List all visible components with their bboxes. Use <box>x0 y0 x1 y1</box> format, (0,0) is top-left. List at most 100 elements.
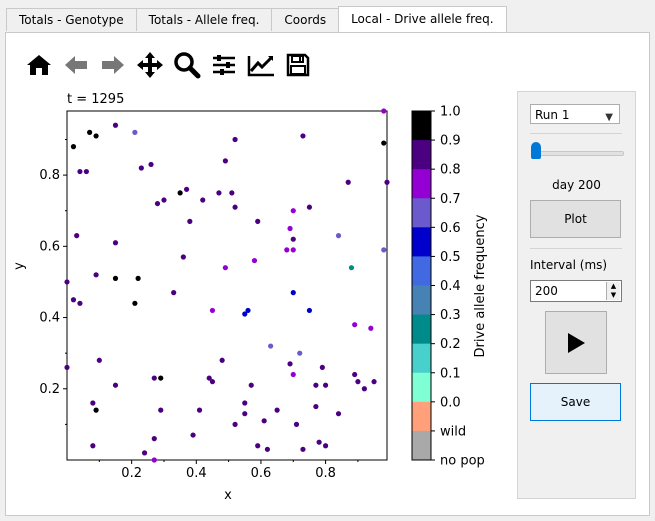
spin-down-icon[interactable]: ▼ <box>606 291 620 300</box>
data-point <box>284 247 290 253</box>
divider <box>530 248 622 249</box>
tab-coords[interactable]: Coords <box>271 8 340 31</box>
data-point <box>242 400 248 406</box>
data-point <box>183 186 190 192</box>
pan-icon[interactable] <box>131 48 168 82</box>
colorbar-segment <box>412 256 431 286</box>
tab-local-drive-allele-freq[interactable]: Local - Drive allele freq. <box>338 6 507 32</box>
y-tick-label: 0.8 <box>39 168 60 183</box>
data-point <box>154 200 161 207</box>
data-point <box>306 204 313 210</box>
save-figure-icon[interactable] <box>279 48 316 82</box>
data-point <box>232 204 238 210</box>
data-point <box>348 265 355 271</box>
spin-up-icon[interactable]: ▲ <box>606 282 620 291</box>
data-point <box>187 218 193 224</box>
drive-frequency-chart: t = 1295 0.2 0.4 0.6 0.8 0.2 0.4 0.6 0.8 1.0 0.9… <box>12 92 488 503</box>
colorbar-segment <box>412 343 431 374</box>
data-point <box>171 290 177 296</box>
forward-arrow-icon[interactable] <box>94 48 131 82</box>
run-select-value: Run 1 <box>535 108 570 122</box>
interval-spinbox[interactable]: 200 ▲ ▼ <box>530 280 622 302</box>
data-point <box>112 275 119 281</box>
edit-axis-icon[interactable] <box>242 48 279 82</box>
zoom-icon[interactable] <box>168 48 205 82</box>
plot-button[interactable]: Plot <box>530 200 621 238</box>
data-point <box>381 108 387 114</box>
data-point <box>112 122 119 128</box>
data-point <box>196 407 203 413</box>
y-axis-label: y <box>12 262 27 270</box>
data-point <box>93 407 99 413</box>
y-tick-label: 0.2 <box>39 382 60 397</box>
data-point <box>74 233 80 239</box>
data-point <box>290 371 296 378</box>
data-point <box>200 197 206 203</box>
colorbar-segment <box>412 111 431 141</box>
x-axis-label: x <box>224 488 232 503</box>
data-point <box>381 140 387 146</box>
tab-totals-allele-freq[interactable]: Totals - Allele freq. <box>135 8 273 31</box>
colorbar-tick-label: 0.4 <box>440 279 461 294</box>
data-point <box>355 379 361 385</box>
data-point <box>148 161 154 168</box>
x-tick-label: 0.6 <box>251 466 272 481</box>
colorbar-label: Drive allele frequency <box>473 214 488 357</box>
colorbar-tick-label: wild <box>440 424 466 439</box>
data-point <box>209 307 216 314</box>
data-point <box>180 254 186 260</box>
colorbar-segment <box>412 372 431 403</box>
data-point <box>177 190 183 196</box>
data-point <box>251 257 258 264</box>
play-button[interactable] <box>545 311 607 374</box>
data-point <box>112 240 119 246</box>
save-button[interactable]: Save <box>530 383 621 421</box>
plot-area: t = 1295 0.2 0.4 0.6 0.8 0.2 0.4 0.6 0.8 1.0 0.9… <box>6 86 506 509</box>
y-tick-label: 0.4 <box>39 311 60 326</box>
play-icon <box>568 332 585 353</box>
colorbar-tick-label: 0.0 <box>440 395 461 410</box>
data-point <box>151 436 157 442</box>
subplots-icon[interactable] <box>205 48 242 82</box>
data-point <box>300 446 306 452</box>
chevron-down-icon: ▼ <box>605 112 613 123</box>
data-point <box>141 450 148 456</box>
colorbar-tick-label: 0.1 <box>440 366 461 381</box>
day-slider-handle[interactable] <box>531 142 541 159</box>
run-select[interactable]: Run 1 ▼ <box>530 104 620 124</box>
back-arrow-icon[interactable] <box>57 48 94 82</box>
tab-totals-genotype[interactable]: Totals - Genotype <box>6 8 137 31</box>
data-point <box>77 300 83 306</box>
colorbar-tick-label: 0.6 <box>440 221 461 236</box>
data-point <box>229 190 235 196</box>
data-point <box>345 179 351 185</box>
data-point <box>158 407 164 413</box>
data-point <box>381 247 387 253</box>
data-point <box>287 361 293 367</box>
data-point <box>335 233 342 239</box>
colorbar-segment <box>412 169 431 199</box>
data-point <box>206 375 212 381</box>
data-point <box>255 443 261 449</box>
data-point <box>274 407 280 413</box>
data-point <box>319 364 325 371</box>
data-point <box>316 439 322 445</box>
data-point <box>132 129 138 135</box>
data-point <box>83 168 89 175</box>
data-point <box>158 375 164 381</box>
data-point <box>352 322 358 328</box>
data-point <box>93 272 99 278</box>
data-point <box>290 208 296 214</box>
data-point <box>90 400 96 406</box>
tab-bar: Totals - Genotype Totals - Allele freq. … <box>6 6 507 32</box>
data-point <box>64 279 70 285</box>
data-point <box>290 247 296 253</box>
day-slider[interactable] <box>532 151 624 156</box>
home-icon[interactable] <box>20 48 57 82</box>
time-label: t = 1295 <box>67 92 124 107</box>
data-point <box>222 265 228 271</box>
y-tick-label: 0.6 <box>39 239 60 254</box>
data-point <box>352 371 358 378</box>
data-point <box>313 382 319 388</box>
data-point <box>112 382 119 388</box>
